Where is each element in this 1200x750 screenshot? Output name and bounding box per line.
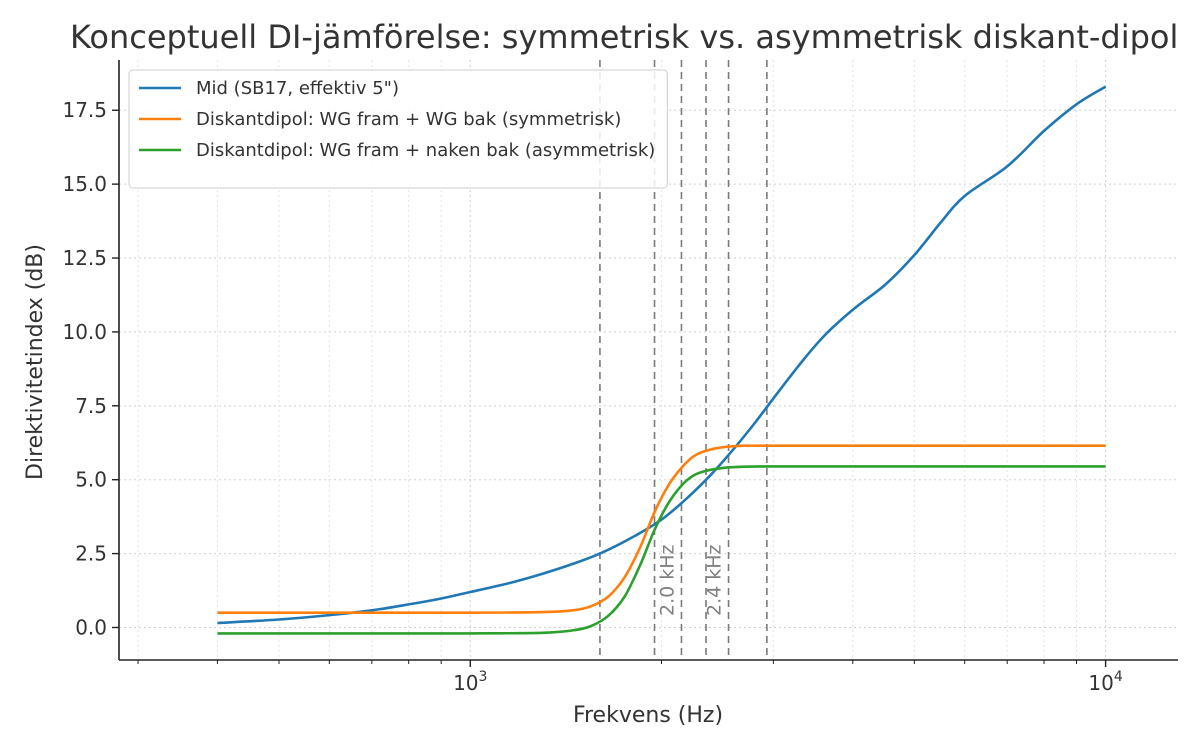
- legend-label: Diskantdipol: WG fram + WG bak (symmetri…: [196, 109, 621, 130]
- y-tick-label: 10.0: [62, 320, 107, 344]
- y-tick-label: 5.0: [75, 468, 107, 492]
- series-line: [217, 465, 1106, 635]
- series-line: [217, 444, 1106, 615]
- y-tick-label: 7.5: [75, 394, 107, 418]
- legend: Mid (SB17, effektiv 5") Diskantdipol: WG …: [128, 69, 668, 189]
- y-tick-label: 12.5: [62, 246, 107, 270]
- y-tick-label: 17.5: [62, 98, 107, 122]
- x-tick-label: 103: [453, 669, 487, 695]
- series-line: [217, 85, 1107, 625]
- vertical-marker-label: 2.4 kHz: [704, 544, 726, 616]
- y-tick-label: 15.0: [62, 172, 107, 196]
- series-lines: [217, 85, 1107, 635]
- legend-label: Mid (SB17, effektiv 5"): [196, 78, 399, 99]
- y-axis-label: Direktivitetindex (dB): [23, 244, 48, 480]
- legend-box: [128, 69, 668, 189]
- axes: [118, 60, 1178, 661]
- y-tick-label: 2.5: [75, 542, 107, 566]
- vertical-marker-label: 2.0 kHz: [656, 544, 678, 616]
- chart-title: Konceptuell DI-jämförelse: symmetrisk vs…: [70, 18, 1178, 56]
- vertical-markers: 2.0 kHz 2.4 kHz: [599, 60, 768, 660]
- y-tick-label: 0.0: [75, 615, 107, 639]
- legend-label: Diskantdipol: WG fram + naken bak (asymm…: [196, 140, 655, 161]
- ticks: 0.0 2.5 5.0 7.5 10.0 12.5 15.0 17.5 103 104: [62, 98, 1122, 695]
- x-axis-label: Frekvens (Hz): [573, 703, 723, 728]
- x-tick-label: 104: [1088, 669, 1122, 695]
